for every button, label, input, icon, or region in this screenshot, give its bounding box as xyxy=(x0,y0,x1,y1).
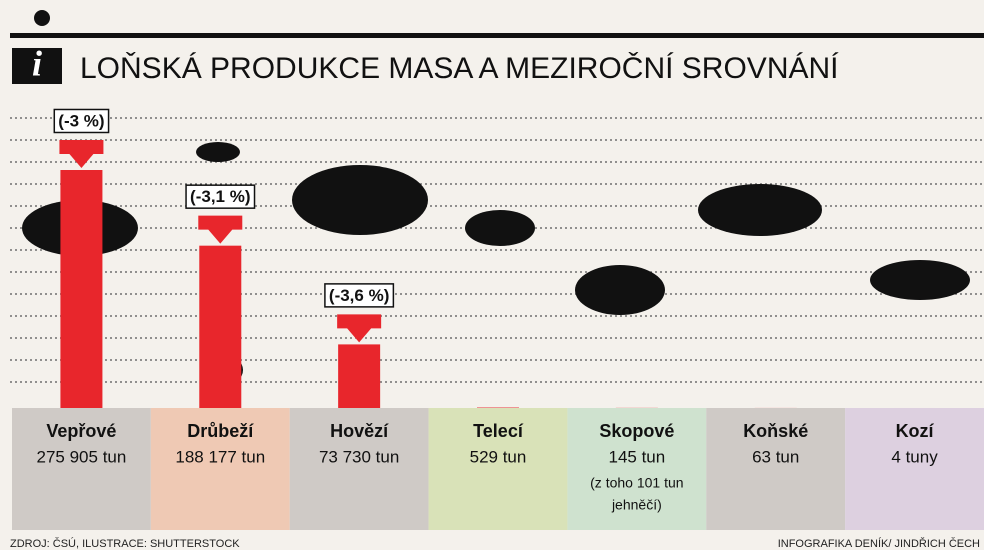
value-label: 73 730 tun xyxy=(319,447,399,466)
change-label: (-3,6 %) xyxy=(329,286,389,305)
value-label: 188 177 tun xyxy=(175,447,265,466)
category-box xyxy=(12,408,151,530)
change-label: (-3 %) xyxy=(58,111,104,130)
category-label: Telecí xyxy=(473,421,524,441)
category-label: Vepřové xyxy=(46,421,116,441)
value-label: 529 tun xyxy=(470,447,527,466)
category-label: Drůbeží xyxy=(187,421,254,441)
change-label: (-3,1 %) xyxy=(190,187,250,206)
category-label: Kozí xyxy=(896,421,935,441)
bullet xyxy=(34,10,50,26)
change-box xyxy=(185,184,256,209)
category-label: Skopové xyxy=(599,421,674,441)
value-label: 63 tun xyxy=(752,447,799,466)
category-box xyxy=(428,408,568,530)
category-label: Koňské xyxy=(743,421,808,441)
category-box xyxy=(845,408,984,530)
category-box xyxy=(150,408,290,530)
note: (z toho 101 tun xyxy=(590,475,683,491)
down-arrow xyxy=(198,215,243,244)
chart-title: LOŇSKÁ PRODUKCE MASA A MEZIROČNÍ SROVNÁN… xyxy=(80,51,839,85)
down-arrow xyxy=(59,140,104,168)
dotted-lines xyxy=(10,117,984,383)
calf xyxy=(465,210,535,246)
category-box xyxy=(567,408,707,530)
horse xyxy=(698,184,822,236)
change-box xyxy=(53,108,110,134)
bar xyxy=(60,170,103,408)
credit: INFOGRAFIKA DENÍK/ JINDŘICH ČECH xyxy=(778,537,980,550)
bar xyxy=(338,344,381,408)
info-icon xyxy=(12,48,62,84)
info-letter: i xyxy=(32,43,42,83)
note: jehněčí) xyxy=(611,497,662,513)
category-box xyxy=(706,408,846,530)
category-label: Hovězí xyxy=(330,421,389,441)
value-label: 275 905 tun xyxy=(37,447,127,466)
sheep xyxy=(575,265,665,315)
goat xyxy=(870,260,970,300)
duck xyxy=(196,142,240,162)
cow xyxy=(292,165,428,235)
bar xyxy=(199,245,242,408)
value-label: 4 tuny xyxy=(891,447,938,466)
down-arrow xyxy=(337,314,382,343)
value-label: 145 tun xyxy=(608,447,665,466)
category-box xyxy=(289,408,429,530)
change-box xyxy=(324,283,395,308)
top-rule xyxy=(10,33,984,38)
source: ZDROJ: ČSÚ, ILUSTRACE: SHUTTERSTOCK xyxy=(10,537,240,550)
